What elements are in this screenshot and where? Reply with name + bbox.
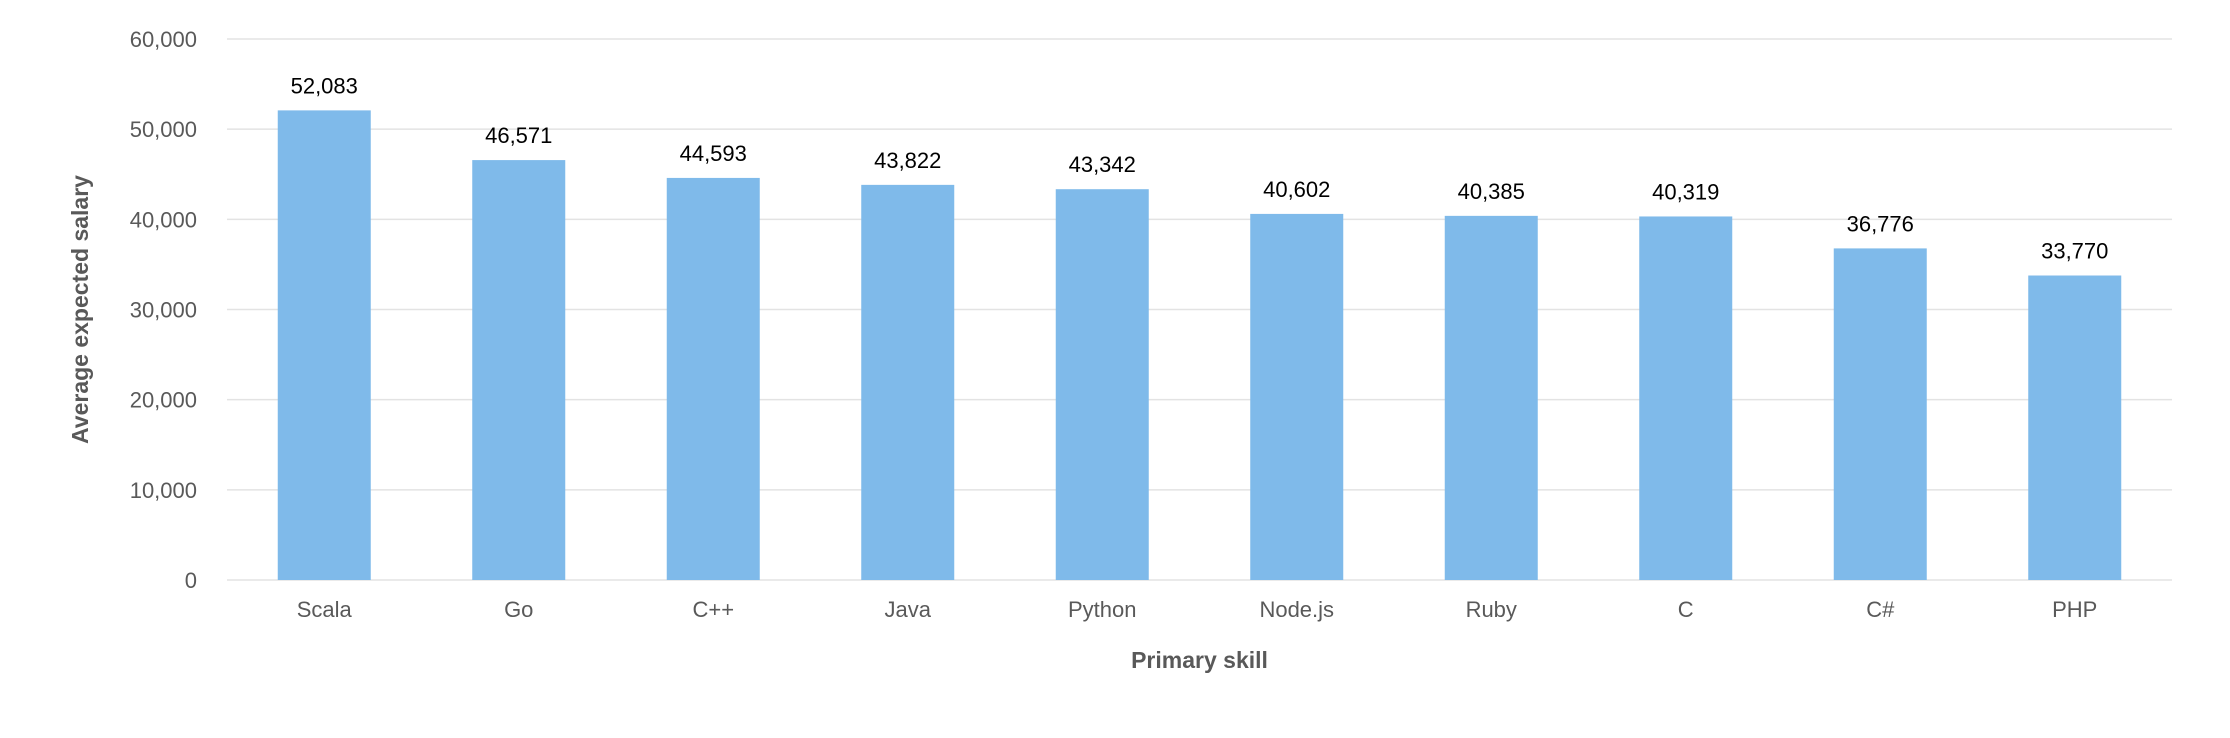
bars [277, 110, 2122, 580]
x-axis-title: Primary skill [1131, 647, 1268, 673]
y-tick-label: 30,000 [130, 298, 197, 323]
x-tick-label: Node.js [1259, 597, 1334, 622]
bar [472, 160, 566, 580]
y-axis-title: Average expected salary [67, 175, 93, 444]
y-tick-label: 40,000 [130, 207, 197, 232]
bar [2028, 275, 2122, 580]
y-tick-label: 0 [185, 568, 197, 593]
bar [277, 110, 371, 580]
data-label: 40,602 [1263, 177, 1330, 202]
data-label: 40,385 [1458, 179, 1525, 204]
data-label: 33,770 [2041, 239, 2108, 264]
y-axis-ticks: 0 10,000 20,000 30,000 40,000 50,000 60,000 [130, 27, 197, 593]
data-label: 43,342 [1069, 152, 1136, 177]
bar [1250, 213, 1344, 580]
x-tick-label: Scala [297, 597, 353, 622]
data-labels: 52,083 46,571 44,593 43,822 43,342 40,602 40,3… [291, 73, 2109, 263]
x-tick-label: C# [1866, 597, 1895, 622]
data-label: 46,571 [485, 123, 552, 148]
bar [1444, 215, 1538, 580]
x-tick-label: PHP [2052, 597, 2097, 622]
bar [861, 184, 955, 580]
bar [1639, 216, 1733, 580]
data-label: 52,083 [291, 73, 358, 98]
y-tick-label: 60,000 [130, 27, 197, 52]
bar [666, 177, 760, 580]
x-tick-label: Python [1068, 597, 1137, 622]
data-label: 40,319 [1652, 179, 1719, 204]
y-tick-label: 50,000 [130, 117, 197, 142]
bar [1055, 189, 1149, 580]
x-tick-label: Ruby [1466, 597, 1517, 622]
x-axis-ticks: Scala Go C++ Java Python Node.js Ruby C C# PHP [297, 597, 2098, 622]
data-label: 44,593 [680, 141, 747, 166]
x-tick-label: C++ [692, 597, 734, 622]
y-tick-label: 20,000 [130, 388, 197, 413]
y-tick-label: 10,000 [130, 478, 197, 503]
data-label: 43,822 [874, 148, 941, 173]
bar [1833, 248, 1927, 580]
x-tick-label: Go [504, 597, 533, 622]
x-tick-label: C [1678, 597, 1694, 622]
data-label: 36,776 [1847, 211, 1914, 236]
x-tick-label: Java [885, 597, 932, 622]
